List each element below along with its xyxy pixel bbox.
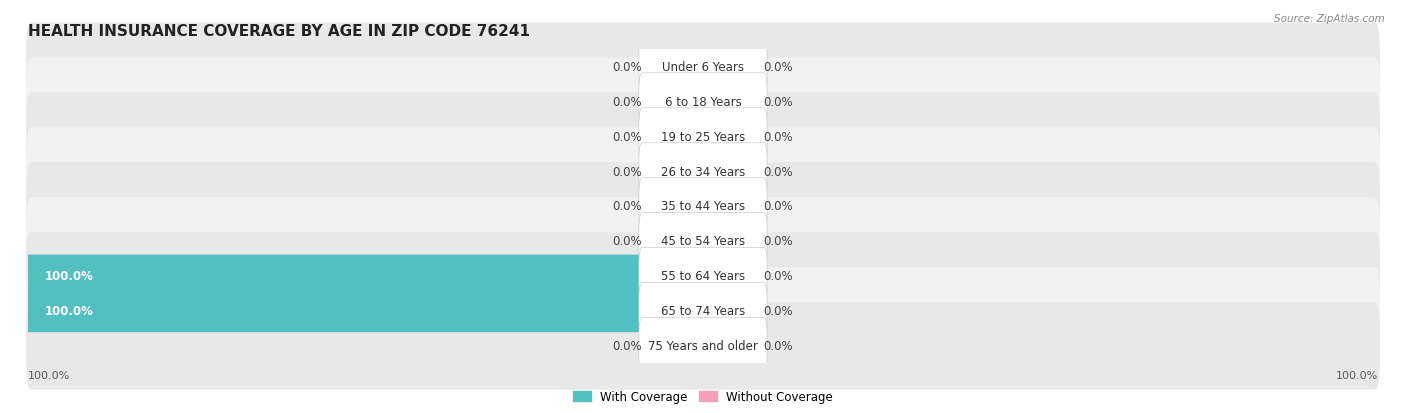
FancyBboxPatch shape [27, 268, 1379, 355]
Text: 0.0%: 0.0% [763, 270, 793, 283]
Text: Source: ZipAtlas.com: Source: ZipAtlas.com [1274, 14, 1385, 24]
Text: 0.0%: 0.0% [763, 305, 793, 318]
Text: 100.0%: 100.0% [45, 305, 94, 318]
FancyBboxPatch shape [643, 185, 650, 228]
FancyBboxPatch shape [638, 178, 768, 235]
Text: 0.0%: 0.0% [763, 339, 793, 352]
FancyBboxPatch shape [27, 233, 1379, 320]
Text: 26 to 34 Years: 26 to 34 Years [661, 165, 745, 178]
Text: 75 Years and older: 75 Years and older [648, 339, 758, 352]
FancyBboxPatch shape [643, 220, 650, 263]
FancyBboxPatch shape [756, 46, 763, 88]
FancyBboxPatch shape [27, 163, 1379, 250]
FancyBboxPatch shape [27, 302, 1379, 389]
Text: 0.0%: 0.0% [763, 130, 793, 143]
Text: 0.0%: 0.0% [613, 61, 643, 74]
FancyBboxPatch shape [756, 325, 763, 367]
FancyBboxPatch shape [27, 198, 1379, 285]
FancyBboxPatch shape [27, 24, 1379, 111]
Text: 0.0%: 0.0% [763, 95, 793, 108]
Text: 65 to 74 Years: 65 to 74 Years [661, 305, 745, 318]
Text: 35 to 44 Years: 35 to 44 Years [661, 200, 745, 213]
FancyBboxPatch shape [756, 290, 763, 332]
Legend: With Coverage, Without Coverage: With Coverage, Without Coverage [568, 385, 838, 408]
FancyBboxPatch shape [756, 185, 763, 228]
FancyBboxPatch shape [638, 248, 768, 304]
Text: 100.0%: 100.0% [45, 270, 94, 283]
Text: 0.0%: 0.0% [763, 200, 793, 213]
FancyBboxPatch shape [643, 81, 650, 123]
Text: 0.0%: 0.0% [613, 235, 643, 248]
Text: 0.0%: 0.0% [763, 165, 793, 178]
FancyBboxPatch shape [643, 150, 650, 193]
FancyBboxPatch shape [756, 116, 763, 158]
FancyBboxPatch shape [27, 290, 644, 332]
Text: 0.0%: 0.0% [613, 200, 643, 213]
Text: 0.0%: 0.0% [613, 165, 643, 178]
FancyBboxPatch shape [638, 213, 768, 270]
FancyBboxPatch shape [638, 109, 768, 165]
FancyBboxPatch shape [756, 220, 763, 263]
FancyBboxPatch shape [27, 93, 1379, 180]
Text: 0.0%: 0.0% [763, 235, 793, 248]
FancyBboxPatch shape [643, 116, 650, 158]
FancyBboxPatch shape [756, 150, 763, 193]
FancyBboxPatch shape [27, 128, 1379, 215]
FancyBboxPatch shape [27, 58, 1379, 145]
FancyBboxPatch shape [756, 255, 763, 297]
Text: 0.0%: 0.0% [613, 130, 643, 143]
FancyBboxPatch shape [638, 143, 768, 200]
FancyBboxPatch shape [638, 318, 768, 374]
FancyBboxPatch shape [643, 325, 650, 367]
Text: 0.0%: 0.0% [613, 95, 643, 108]
FancyBboxPatch shape [756, 81, 763, 123]
Text: 100.0%: 100.0% [1336, 370, 1378, 380]
Text: 45 to 54 Years: 45 to 54 Years [661, 235, 745, 248]
Text: 55 to 64 Years: 55 to 64 Years [661, 270, 745, 283]
FancyBboxPatch shape [638, 39, 768, 95]
Text: 19 to 25 Years: 19 to 25 Years [661, 130, 745, 143]
Text: Under 6 Years: Under 6 Years [662, 61, 744, 74]
FancyBboxPatch shape [638, 74, 768, 130]
FancyBboxPatch shape [643, 46, 650, 88]
FancyBboxPatch shape [27, 255, 644, 297]
Text: HEALTH INSURANCE COVERAGE BY AGE IN ZIP CODE 76241: HEALTH INSURANCE COVERAGE BY AGE IN ZIP … [28, 24, 530, 39]
Text: 6 to 18 Years: 6 to 18 Years [665, 95, 741, 108]
Text: 0.0%: 0.0% [763, 61, 793, 74]
Text: 100.0%: 100.0% [28, 370, 70, 380]
FancyBboxPatch shape [638, 283, 768, 339]
Text: 0.0%: 0.0% [613, 339, 643, 352]
